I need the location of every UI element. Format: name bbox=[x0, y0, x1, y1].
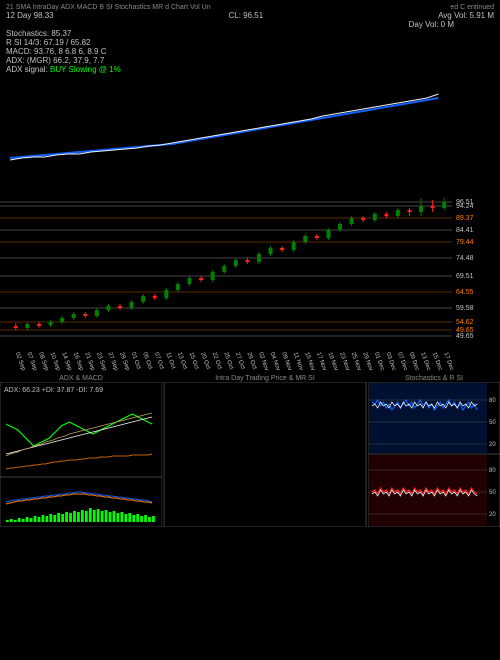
svg-text:80: 80 bbox=[489, 398, 496, 404]
stoch-panel-title: Stochastics & R SI bbox=[368, 373, 500, 382]
adx-macd-panel: ADX: 66.23 +DI: 37.87 -DI: 7.69 bbox=[0, 382, 162, 527]
svg-text:29 Oct: 29 Oct bbox=[245, 352, 257, 371]
svg-text:17 Nov: 17 Nov bbox=[315, 352, 327, 372]
indicator-adx-signal: ADX signal: BUY Slowing @ 1% bbox=[6, 65, 494, 74]
svg-text:25 Oct: 25 Oct bbox=[222, 352, 234, 371]
svg-text:21 Sep: 21 Sep bbox=[83, 352, 95, 373]
svg-text:04 Nov: 04 Nov bbox=[269, 352, 281, 372]
svg-text:15 Oct: 15 Oct bbox=[188, 352, 200, 371]
svg-text:22 Oct: 22 Oct bbox=[211, 352, 223, 371]
adx-panel-title: ADX & MACD bbox=[0, 373, 162, 382]
svg-text:ADX: 66.23 +DI: 37.87 -DI: 7.6: ADX: 66.23 +DI: 37.87 -DI: 7.69 bbox=[4, 387, 103, 394]
svg-text:15 Dec: 15 Dec bbox=[431, 352, 443, 372]
svg-text:29 Sep: 29 Sep bbox=[118, 352, 130, 373]
svg-text:74.48: 74.48 bbox=[456, 255, 474, 262]
svg-text:01 Oct: 01 Oct bbox=[130, 352, 142, 371]
indicator-macd: MACD: 93.76, 8 6.8 6, 8.9 C bbox=[6, 47, 494, 56]
svg-text:11 Oct: 11 Oct bbox=[164, 352, 176, 371]
svg-text:08 Sep: 08 Sep bbox=[37, 352, 49, 373]
close-label: CL: 96.51 bbox=[229, 11, 264, 20]
candlestick-chart: 96.5194.2489.3784.4179.4474.4869.5164.55… bbox=[0, 178, 500, 373]
svg-text:84.41: 84.41 bbox=[456, 227, 474, 234]
svg-text:15 Nov: 15 Nov bbox=[303, 352, 315, 372]
header-tags: 21 SMA IntraDay ADX MACD B SI Stochastic… bbox=[6, 4, 211, 11]
avg-vol: Avg Vol: 5.91 M bbox=[438, 11, 494, 20]
svg-text:16 Sep: 16 Sep bbox=[72, 352, 84, 373]
svg-text:23 Sep: 23 Sep bbox=[95, 352, 107, 373]
svg-text:50: 50 bbox=[489, 490, 496, 496]
svg-text:50: 50 bbox=[489, 420, 496, 426]
header-block: 21 SMA IntraDay ADX MACD B SI Stochastic… bbox=[0, 0, 500, 78]
indicator-rsi: R SI 14/3: 67.19 / 65.82 bbox=[6, 38, 494, 47]
header-right-faint: ed C entinued bbox=[450, 4, 494, 11]
price-line-chart bbox=[0, 78, 500, 178]
svg-text:02 Sep: 02 Sep bbox=[14, 352, 26, 373]
svg-text:09 Dec: 09 Dec bbox=[408, 352, 420, 372]
adx-signal-prefix: ADX signal: bbox=[6, 65, 50, 74]
svg-text:69.51: 69.51 bbox=[456, 273, 474, 280]
indicator-stochastics: Stochastics: 85.37 bbox=[6, 29, 494, 38]
day-vol: Day Vol: 0 M bbox=[6, 20, 494, 29]
svg-text:27 Sep: 27 Sep bbox=[107, 352, 119, 373]
svg-text:20 Oct: 20 Oct bbox=[199, 352, 211, 371]
svg-text:14 Sep: 14 Sep bbox=[60, 352, 72, 373]
svg-text:25 Nov: 25 Nov bbox=[350, 352, 362, 372]
stochastics-panel: 80 50 20 80 50 20 bbox=[368, 382, 500, 527]
svg-text:10 Sep: 10 Sep bbox=[49, 352, 61, 373]
svg-text:02 Nov: 02 Nov bbox=[257, 352, 269, 372]
svg-text:07 Sep: 07 Sep bbox=[25, 352, 37, 373]
svg-text:27 Oct: 27 Oct bbox=[234, 352, 246, 371]
svg-text:64.55: 64.55 bbox=[456, 289, 474, 296]
svg-text:79.44: 79.44 bbox=[456, 239, 474, 246]
svg-text:17 Dec: 17 Dec bbox=[442, 352, 454, 372]
svg-text:09 Nov: 09 Nov bbox=[280, 352, 292, 372]
svg-text:20: 20 bbox=[489, 442, 496, 448]
svg-text:05 Oct: 05 Oct bbox=[141, 352, 153, 371]
day-label: 12 Day 98.33 bbox=[6, 11, 54, 20]
svg-text:94.24: 94.24 bbox=[456, 203, 474, 210]
svg-text:19 Nov: 19 Nov bbox=[327, 352, 339, 372]
svg-text:13 Dec: 13 Dec bbox=[419, 352, 431, 372]
adx-signal-value: BUY Slowing @ 1% bbox=[50, 65, 121, 74]
svg-text:01 Dec: 01 Dec bbox=[373, 352, 385, 372]
svg-text:20: 20 bbox=[489, 512, 496, 518]
intraday-panel bbox=[162, 382, 368, 527]
intraday-panel-title: Intra Day Trading Price & MR SI bbox=[162, 373, 368, 382]
indicator-adx: ADX: (MGR) 66.2, 37.9, 7.7 bbox=[6, 56, 494, 65]
svg-text:49.65: 49.65 bbox=[456, 333, 474, 340]
svg-text:07 Oct: 07 Oct bbox=[153, 352, 165, 371]
svg-text:07 Dec: 07 Dec bbox=[396, 352, 408, 372]
svg-text:13 Oct: 13 Oct bbox=[176, 352, 188, 371]
svg-text:03 Dec: 03 Dec bbox=[384, 352, 396, 372]
svg-text:11 Nov: 11 Nov bbox=[292, 352, 304, 372]
svg-text:54.62: 54.62 bbox=[456, 319, 474, 326]
svg-text:23 Nov: 23 Nov bbox=[338, 352, 350, 372]
svg-text:80: 80 bbox=[489, 468, 496, 474]
svg-text:59.58: 59.58 bbox=[456, 305, 474, 312]
svg-text:89.37: 89.37 bbox=[456, 215, 474, 222]
svg-text:29 Nov: 29 Nov bbox=[361, 352, 373, 372]
